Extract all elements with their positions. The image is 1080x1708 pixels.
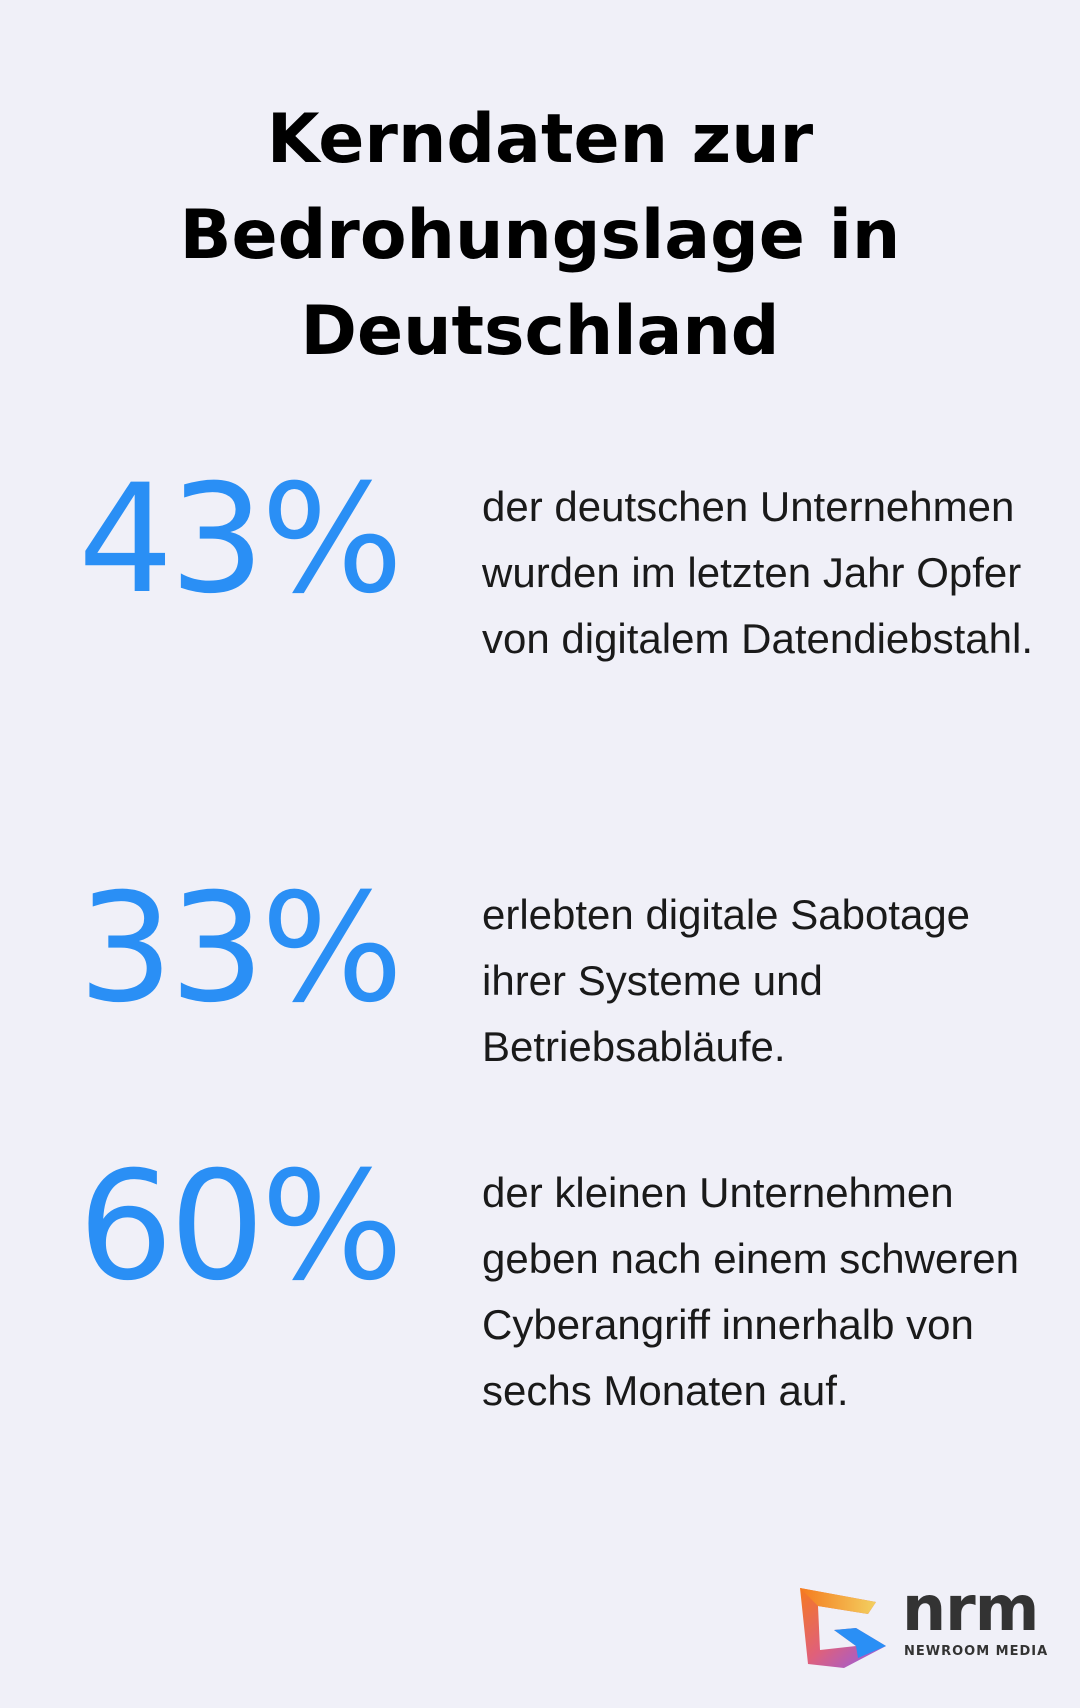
- stat-value: 33%: [78, 862, 403, 1036]
- stat-description: der deutschen Unternehmen wurden im letz…: [482, 483, 1034, 662]
- stat-value: 43%: [78, 453, 403, 627]
- stat-value: 60%: [78, 1140, 403, 1314]
- logo-mark-icon: [800, 1588, 886, 1668]
- title-line: Deutschland: [300, 292, 780, 371]
- stat-description: der kleinen Unternehmen geben nach einem…: [482, 1169, 1020, 1414]
- title-line: Kerndaten zur: [266, 100, 814, 179]
- page-title: Kerndaten zur Bedrohungslage in Deutschl…: [0, 92, 1080, 380]
- logo-subtitle: NEWROOM MEDIA: [904, 1644, 1049, 1659]
- title-line: Bedrohungslage in: [179, 196, 901, 275]
- stat-description: erlebten digitale Sabotage ihrer Systeme…: [482, 891, 971, 1070]
- logo-name: nrm: [902, 1572, 1039, 1645]
- newroom-media-logo: nrm NEWROOM MEDIA: [798, 1572, 1049, 1674]
